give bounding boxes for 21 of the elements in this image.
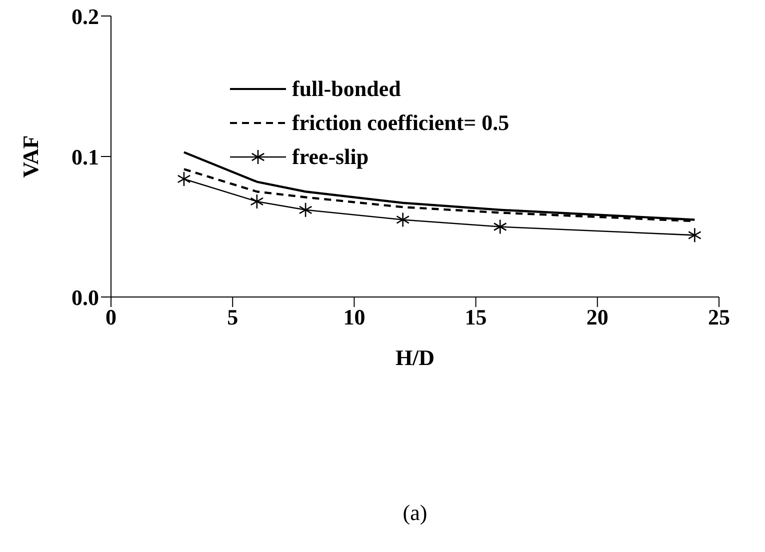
- legend-label: friction coefficient= 0.5: [292, 110, 510, 136]
- y-axis-title: VAF: [18, 135, 43, 178]
- legend-label: free-slip: [292, 144, 369, 170]
- point: [250, 194, 264, 210]
- x-tick-label: 15: [464, 304, 487, 330]
- x-tick-label: 25: [708, 304, 730, 330]
- x-tick-label: 5: [227, 304, 238, 330]
- legend-label: full-bonded: [292, 76, 401, 102]
- x-tick-label: 20: [586, 304, 608, 330]
- text: (a): [402, 500, 428, 526]
- point: [688, 228, 702, 243]
- point: [298, 202, 312, 218]
- point: [396, 212, 410, 228]
- y-tick-label: 0.1: [72, 144, 99, 170]
- point: [177, 171, 191, 187]
- x-tick-label: 0: [106, 304, 116, 330]
- y-tick-label: 0.2: [72, 4, 99, 29]
- x-tick-label: 10: [343, 304, 366, 330]
- point: [493, 219, 507, 234]
- y-tick-label: 0.0: [72, 284, 99, 310]
- x-axis-title: H/D: [395, 345, 435, 370]
